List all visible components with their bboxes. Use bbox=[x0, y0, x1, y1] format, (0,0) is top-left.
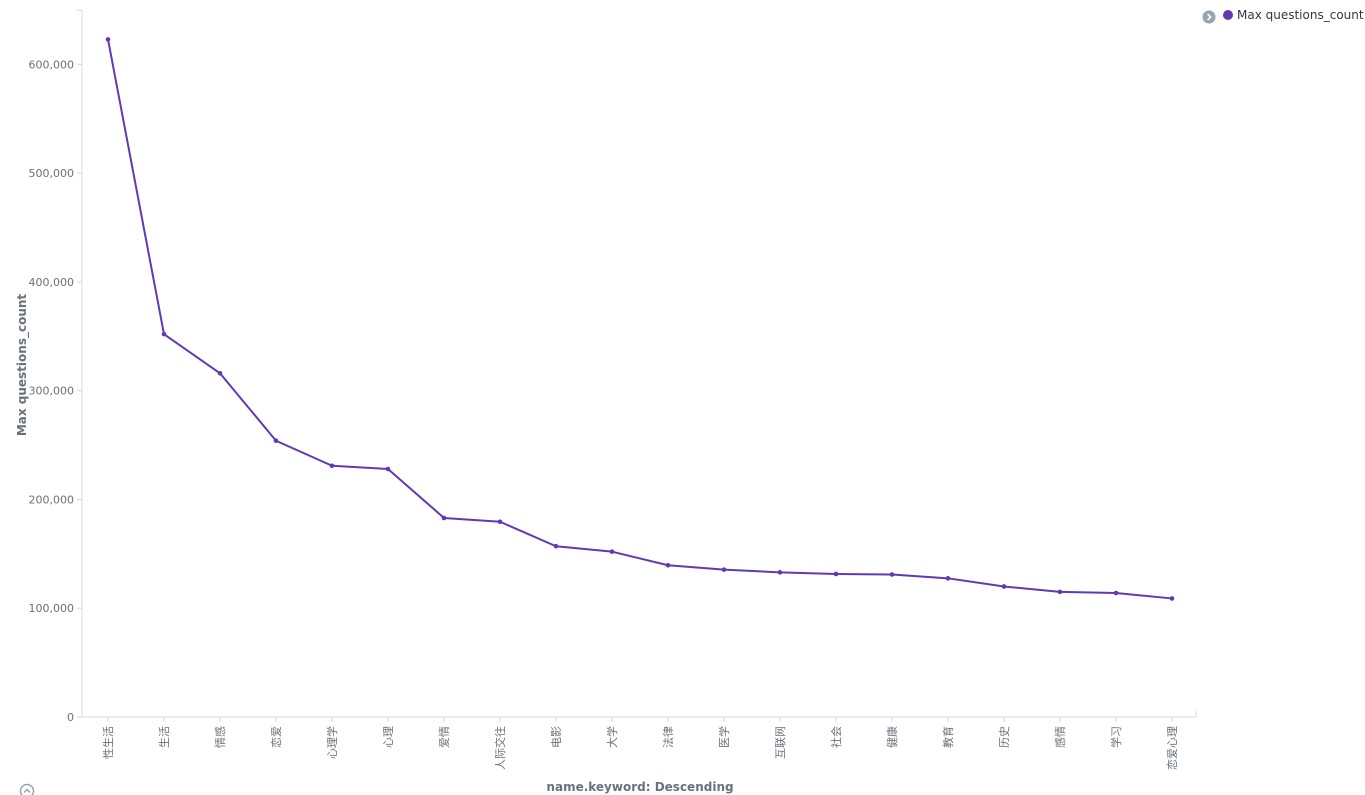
y-tick-label: 0 bbox=[67, 711, 74, 724]
data-point[interactable] bbox=[105, 37, 111, 42]
x-tick-label: 学习 bbox=[1109, 726, 1123, 748]
x-tick-label: 心理 bbox=[382, 726, 395, 748]
x-tick-label: 生活 bbox=[157, 726, 171, 748]
x-tick-label: 医学 bbox=[717, 726, 731, 748]
data-point[interactable] bbox=[497, 519, 503, 525]
x-tick-label: 爱情 bbox=[438, 726, 451, 748]
data-point[interactable] bbox=[329, 463, 335, 469]
data-point[interactable] bbox=[553, 543, 559, 549]
x-axis: 性生活 生活 情感 恋爱 心理学 心理 爱情 人际交往 电影 大学 法律 医学 互联网 社会 健康 教育 历史 感… bbox=[82, 711, 1197, 770]
data-point[interactable] bbox=[721, 567, 727, 572]
data-point[interactable] bbox=[665, 562, 671, 568]
data-point[interactable] bbox=[1001, 584, 1007, 589]
x-tick-label: 大学 bbox=[605, 726, 619, 748]
data-point[interactable] bbox=[1113, 590, 1119, 596]
options-toggle-button[interactable] bbox=[19, 783, 35, 795]
data-point[interactable] bbox=[217, 370, 223, 376]
y-tick-label: 300,000 bbox=[29, 385, 75, 398]
data-point[interactable] bbox=[609, 549, 615, 554]
data-point[interactable] bbox=[777, 570, 783, 575]
x-tick-label: 健康 bbox=[885, 726, 899, 748]
chevron-up-circle-icon[interactable] bbox=[19, 783, 35, 795]
chevron-right-circle-icon[interactable] bbox=[1202, 10, 1216, 24]
y-tick-label: 400,000 bbox=[29, 276, 75, 289]
x-tick-label: 感情 bbox=[1054, 726, 1067, 748]
series-layer bbox=[105, 37, 1175, 601]
x-tick-label: 人际交往 bbox=[493, 726, 507, 770]
y-tick-label: 100,000 bbox=[29, 602, 75, 615]
data-point[interactable] bbox=[161, 331, 167, 337]
x-tick-label: 恋爱 bbox=[269, 726, 283, 748]
x-tick-label: 恋爱心理 bbox=[1165, 726, 1179, 770]
y-axis: 0 100,000 200,000 300,000 400,000 500,000 600,… bbox=[29, 9, 83, 724]
data-point[interactable] bbox=[889, 572, 895, 577]
legend: Max questions_count bbox=[1202, 8, 1364, 24]
legend-swatch[interactable] bbox=[1223, 10, 1233, 20]
x-tick-label: 互联网 bbox=[774, 726, 787, 759]
x-tick-label: 情感 bbox=[214, 726, 227, 748]
x-tick-label: 法律 bbox=[661, 726, 675, 748]
x-tick-label: 电影 bbox=[550, 726, 563, 748]
y-tick-label: 500,000 bbox=[29, 167, 75, 180]
y-axis-title: Max questions_count bbox=[15, 294, 30, 437]
data-point[interactable] bbox=[1057, 589, 1063, 595]
legend-toggle-button[interactable] bbox=[1202, 10, 1216, 24]
x-tick-label: 性生活 bbox=[101, 726, 115, 759]
data-point[interactable] bbox=[273, 438, 279, 444]
data-point[interactable] bbox=[1169, 596, 1175, 601]
legend-label[interactable]: Max questions_count bbox=[1237, 8, 1364, 22]
data-point[interactable] bbox=[385, 466, 391, 472]
x-tick-label: 历史 bbox=[998, 726, 1011, 748]
data-point[interactable] bbox=[945, 576, 951, 581]
series-line bbox=[107, 39, 1173, 600]
y-tick-label: 200,000 bbox=[29, 493, 75, 506]
data-point[interactable] bbox=[833, 571, 839, 577]
x-tick-label: 教育 bbox=[941, 726, 955, 748]
x-tick-label: 心理学 bbox=[325, 726, 339, 759]
legend-item[interactable]: Max questions_count bbox=[1223, 8, 1364, 22]
y-tick-label: 600,000 bbox=[29, 58, 75, 71]
data-point[interactable] bbox=[441, 515, 447, 521]
x-tick-label: 社会 bbox=[829, 726, 843, 748]
x-axis-title: name.keyword: Descending bbox=[546, 780, 733, 794]
